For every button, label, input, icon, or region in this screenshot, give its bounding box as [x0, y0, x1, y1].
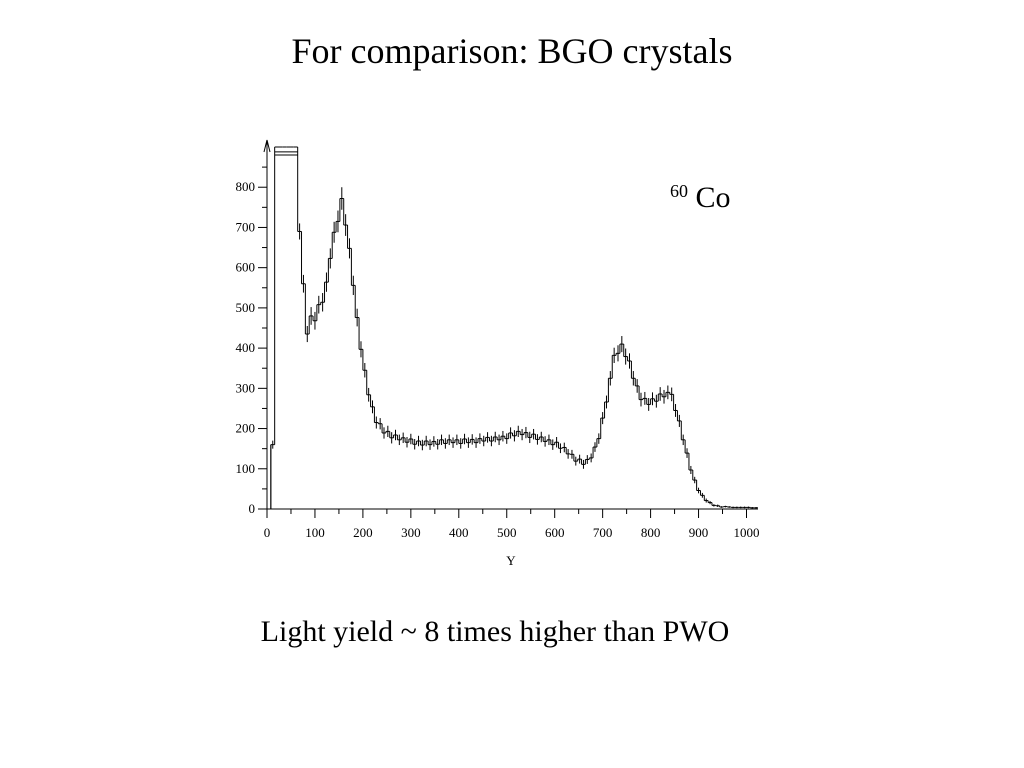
x-tick-label: 100: [305, 525, 325, 540]
histogram-error-bars: [272, 187, 757, 509]
y-tick-label: 400: [236, 340, 256, 355]
caption: Light yield ~ 8 times higher than PWO: [0, 615, 1024, 649]
x-axis: 0 100 200 300 400 500 600 700 800 900 1000: [264, 508, 759, 540]
isotope-mass-number: 60: [670, 181, 688, 201]
y-axis-arrow: [263, 139, 271, 153]
y-tick-label: 600: [236, 260, 256, 275]
y-tick-label: 0: [249, 501, 256, 516]
isotope-symbol: Co: [696, 181, 731, 214]
x-tick-label: 400: [449, 525, 469, 540]
y-tick-label: 300: [236, 380, 256, 395]
y-tick-label: 200: [236, 421, 256, 436]
isotope-label: 60 Co: [670, 171, 731, 214]
y-tick-label: 500: [236, 300, 256, 315]
y-tick-label: 800: [236, 179, 256, 194]
x-tick-label: 200: [353, 525, 373, 540]
y-tick-label: 100: [236, 461, 256, 476]
x-tick-label: 600: [545, 525, 565, 540]
x-tick-label: 800: [641, 525, 661, 540]
x-tick-label: 300: [401, 525, 421, 540]
x-tick-label: 0: [264, 525, 271, 540]
x-tick-label: 500: [497, 525, 517, 540]
histogram-bars: [267, 146, 758, 510]
y-tick-label: 700: [236, 219, 256, 234]
slide-title: For comparison: BGO crystals: [291, 31, 733, 71]
y-axis: 0 100 200 300 400 500 600 700 800: [236, 139, 271, 516]
x-tick-label: 900: [689, 525, 709, 540]
x-tick-label: 700: [593, 525, 613, 540]
x-axis-title: Y: [506, 553, 516, 568]
caption-text: Light yield ~ 8 times higher than PWO: [260, 615, 730, 648]
x-tick-label: 1000: [733, 525, 759, 540]
